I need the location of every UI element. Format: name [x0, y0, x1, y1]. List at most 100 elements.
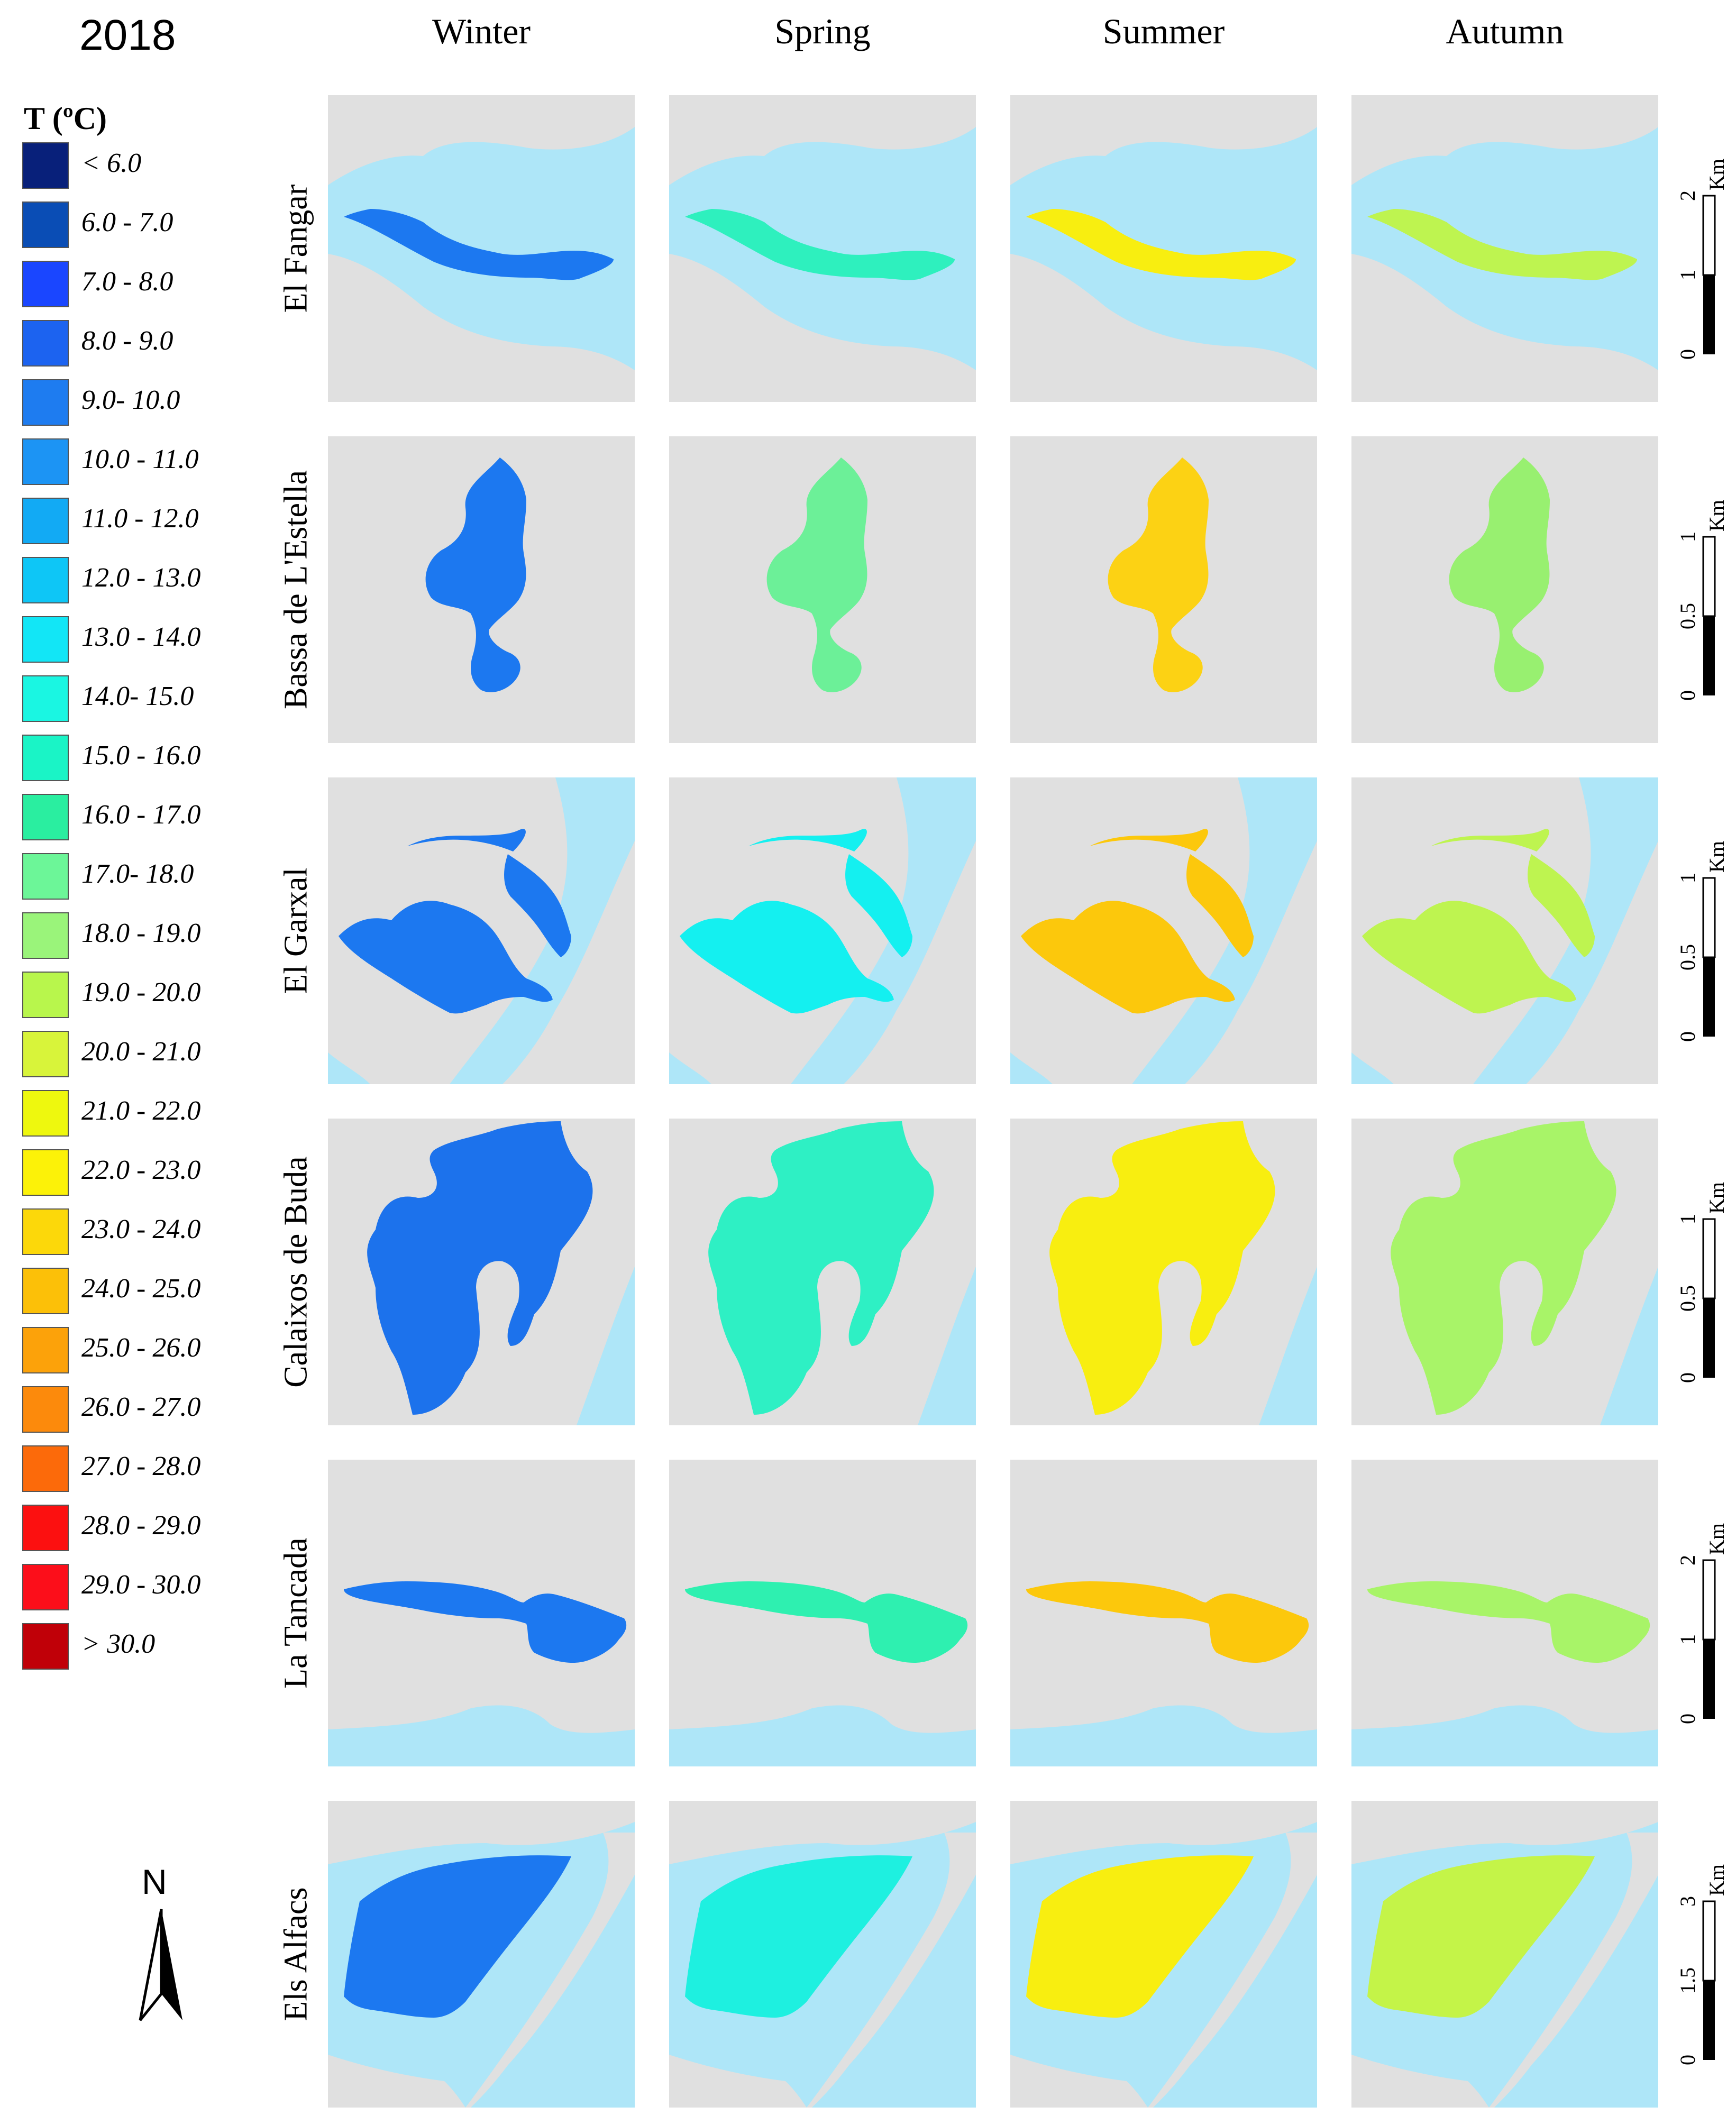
map-panel-winter	[328, 1460, 635, 1766]
map-panel-autumn	[1351, 1460, 1658, 1766]
scale-bar: 0 1 2 Km	[1676, 1523, 1729, 1724]
site-name: La Tancada	[278, 1537, 314, 1689]
map-panel-winter	[328, 436, 635, 743]
sea-area	[1473, 777, 1658, 1084]
scale-bar: 0 1 2 Km	[1676, 159, 1729, 360]
lagoon-temperature	[766, 457, 867, 692]
map-panel-spring	[669, 436, 976, 743]
legend-swatch	[22, 1208, 69, 1255]
site-label: Calaixos de Buda	[275, 1119, 317, 1425]
scale-tick-label: 2	[1676, 1555, 1700, 1565]
legend-item: 29.0 - 30.0	[22, 1562, 244, 1621]
land-area	[328, 95, 635, 185]
map-panel-winter	[328, 95, 635, 402]
legend-item: 6.0 - 7.0	[22, 199, 244, 259]
map-panel-summer	[1010, 1801, 1317, 2108]
site-name: Els Alfacs	[278, 1887, 314, 2021]
land-area	[1010, 1801, 1317, 1864]
map-panel-summer	[1010, 436, 1317, 743]
season-header-autumn: Autumn	[1446, 11, 1564, 51]
map-panel-winter	[328, 1801, 635, 2108]
legend-label: 13.0 - 14.0	[81, 622, 201, 652]
legend-swatch	[22, 1031, 69, 1077]
legend-swatch	[22, 1090, 69, 1137]
legend-item: 22.0 - 23.0	[22, 1147, 244, 1206]
legend-item: 26.0 - 27.0	[22, 1384, 244, 1443]
scale-tick-label: 3	[1676, 1896, 1700, 1907]
lagoon-temperature	[1391, 1121, 1616, 1415]
legend-label: 11.0 - 12.0	[81, 503, 199, 534]
lagoon-temperature	[680, 829, 912, 1014]
lagoon-temperature	[1367, 1581, 1650, 1663]
land-area	[465, 1833, 635, 2108]
legend-label: < 6.0	[81, 148, 142, 178]
scale-tick-label: 0	[1676, 349, 1700, 360]
scale-tick-label: 0	[1676, 1714, 1700, 1724]
legend-swatch	[22, 912, 69, 959]
scale-tick-label: 1	[1676, 532, 1700, 542]
legend-item: < 6.0	[22, 140, 244, 199]
legend-label: 9.0- 10.0	[81, 385, 180, 415]
legend-label: 15.0 - 16.0	[81, 740, 201, 771]
site-label: Els Alfacs	[275, 1801, 317, 2108]
legend-swatch	[22, 794, 69, 840]
legend-item: 20.0 - 21.0	[22, 1029, 244, 1088]
lagoon-temperature	[339, 829, 571, 1014]
legend-item: 9.0- 10.0	[22, 377, 244, 436]
land-area	[1010, 254, 1317, 402]
scale-tick-label: 1.5	[1676, 1967, 1700, 1994]
site-label: Bassa de L'Estella	[275, 436, 317, 743]
legend-item: 28.0 - 29.0	[22, 1503, 244, 1562]
legend-item: 16.0 - 17.0	[22, 792, 244, 851]
scale-tick-label: 0.5	[1676, 1285, 1700, 1312]
scale-bar: 0 0.5 1 Km	[1676, 841, 1729, 1042]
map-panel-spring	[669, 777, 976, 1084]
land-area	[328, 2055, 465, 2108]
legend-swatch	[22, 142, 69, 189]
scale-tick-label: 0.5	[1676, 603, 1700, 629]
scale-tick-label: 0	[1676, 690, 1700, 701]
sea-area	[1132, 777, 1317, 1084]
legend-label: 18.0 - 19.0	[81, 918, 201, 948]
lagoon-temperature	[708, 1121, 934, 1415]
map-panel-spring	[669, 95, 976, 402]
lagoon-temperature	[1026, 1581, 1309, 1663]
scale-tick-label: 0	[1676, 2055, 1700, 2065]
legend-label: 6.0 - 7.0	[81, 207, 173, 237]
map-panel-spring	[669, 1801, 976, 2108]
scale-tick-label: 1	[1676, 1214, 1700, 1224]
scale-tick-label: 1	[1676, 1634, 1700, 1645]
land-area	[807, 1833, 976, 2108]
scale-tick-label: 2	[1676, 190, 1700, 201]
sea-area	[1351, 1705, 1658, 1766]
scale-unit-label: Km	[1705, 500, 1729, 532]
lagoon-temperature	[1108, 457, 1209, 692]
scale-tick-label: 0.5	[1676, 944, 1700, 970]
map-panel-autumn	[1351, 1801, 1658, 2108]
scale-unit-label: Km	[1705, 841, 1729, 873]
season-header-winter: Winter	[432, 11, 531, 51]
lagoon-temperature	[1026, 209, 1296, 280]
map-panel-summer	[1010, 777, 1317, 1084]
map-panel-autumn	[1351, 777, 1658, 1084]
legend-label: 28.0 - 29.0	[81, 1510, 201, 1541]
lagoon-temperature	[344, 1855, 571, 2018]
north-label: N	[142, 1862, 167, 1901]
legend-item: 17.0- 18.0	[22, 851, 244, 910]
legend-swatch	[22, 1505, 69, 1551]
scale-tick-label: 0	[1676, 1031, 1700, 1042]
legend-swatch	[22, 1327, 69, 1373]
sea-area	[450, 777, 635, 1084]
scale-unit-label: Km	[1705, 1864, 1729, 1896]
legend-swatch	[22, 557, 69, 603]
legend-item: > 30.0	[22, 1621, 244, 1680]
scale-bar: 0 0.5 1 Km	[1676, 500, 1729, 701]
lagoon-temperature	[1367, 209, 1637, 280]
legend-swatch	[22, 261, 69, 307]
sea-area	[791, 777, 976, 1084]
legend-label: 29.0 - 30.0	[81, 1570, 201, 1600]
year-label: 2018	[79, 11, 176, 59]
legend-label: 12.0 - 13.0	[81, 563, 201, 593]
legend-label: > 30.0	[81, 1629, 156, 1659]
legend-label: 17.0- 18.0	[81, 859, 194, 889]
